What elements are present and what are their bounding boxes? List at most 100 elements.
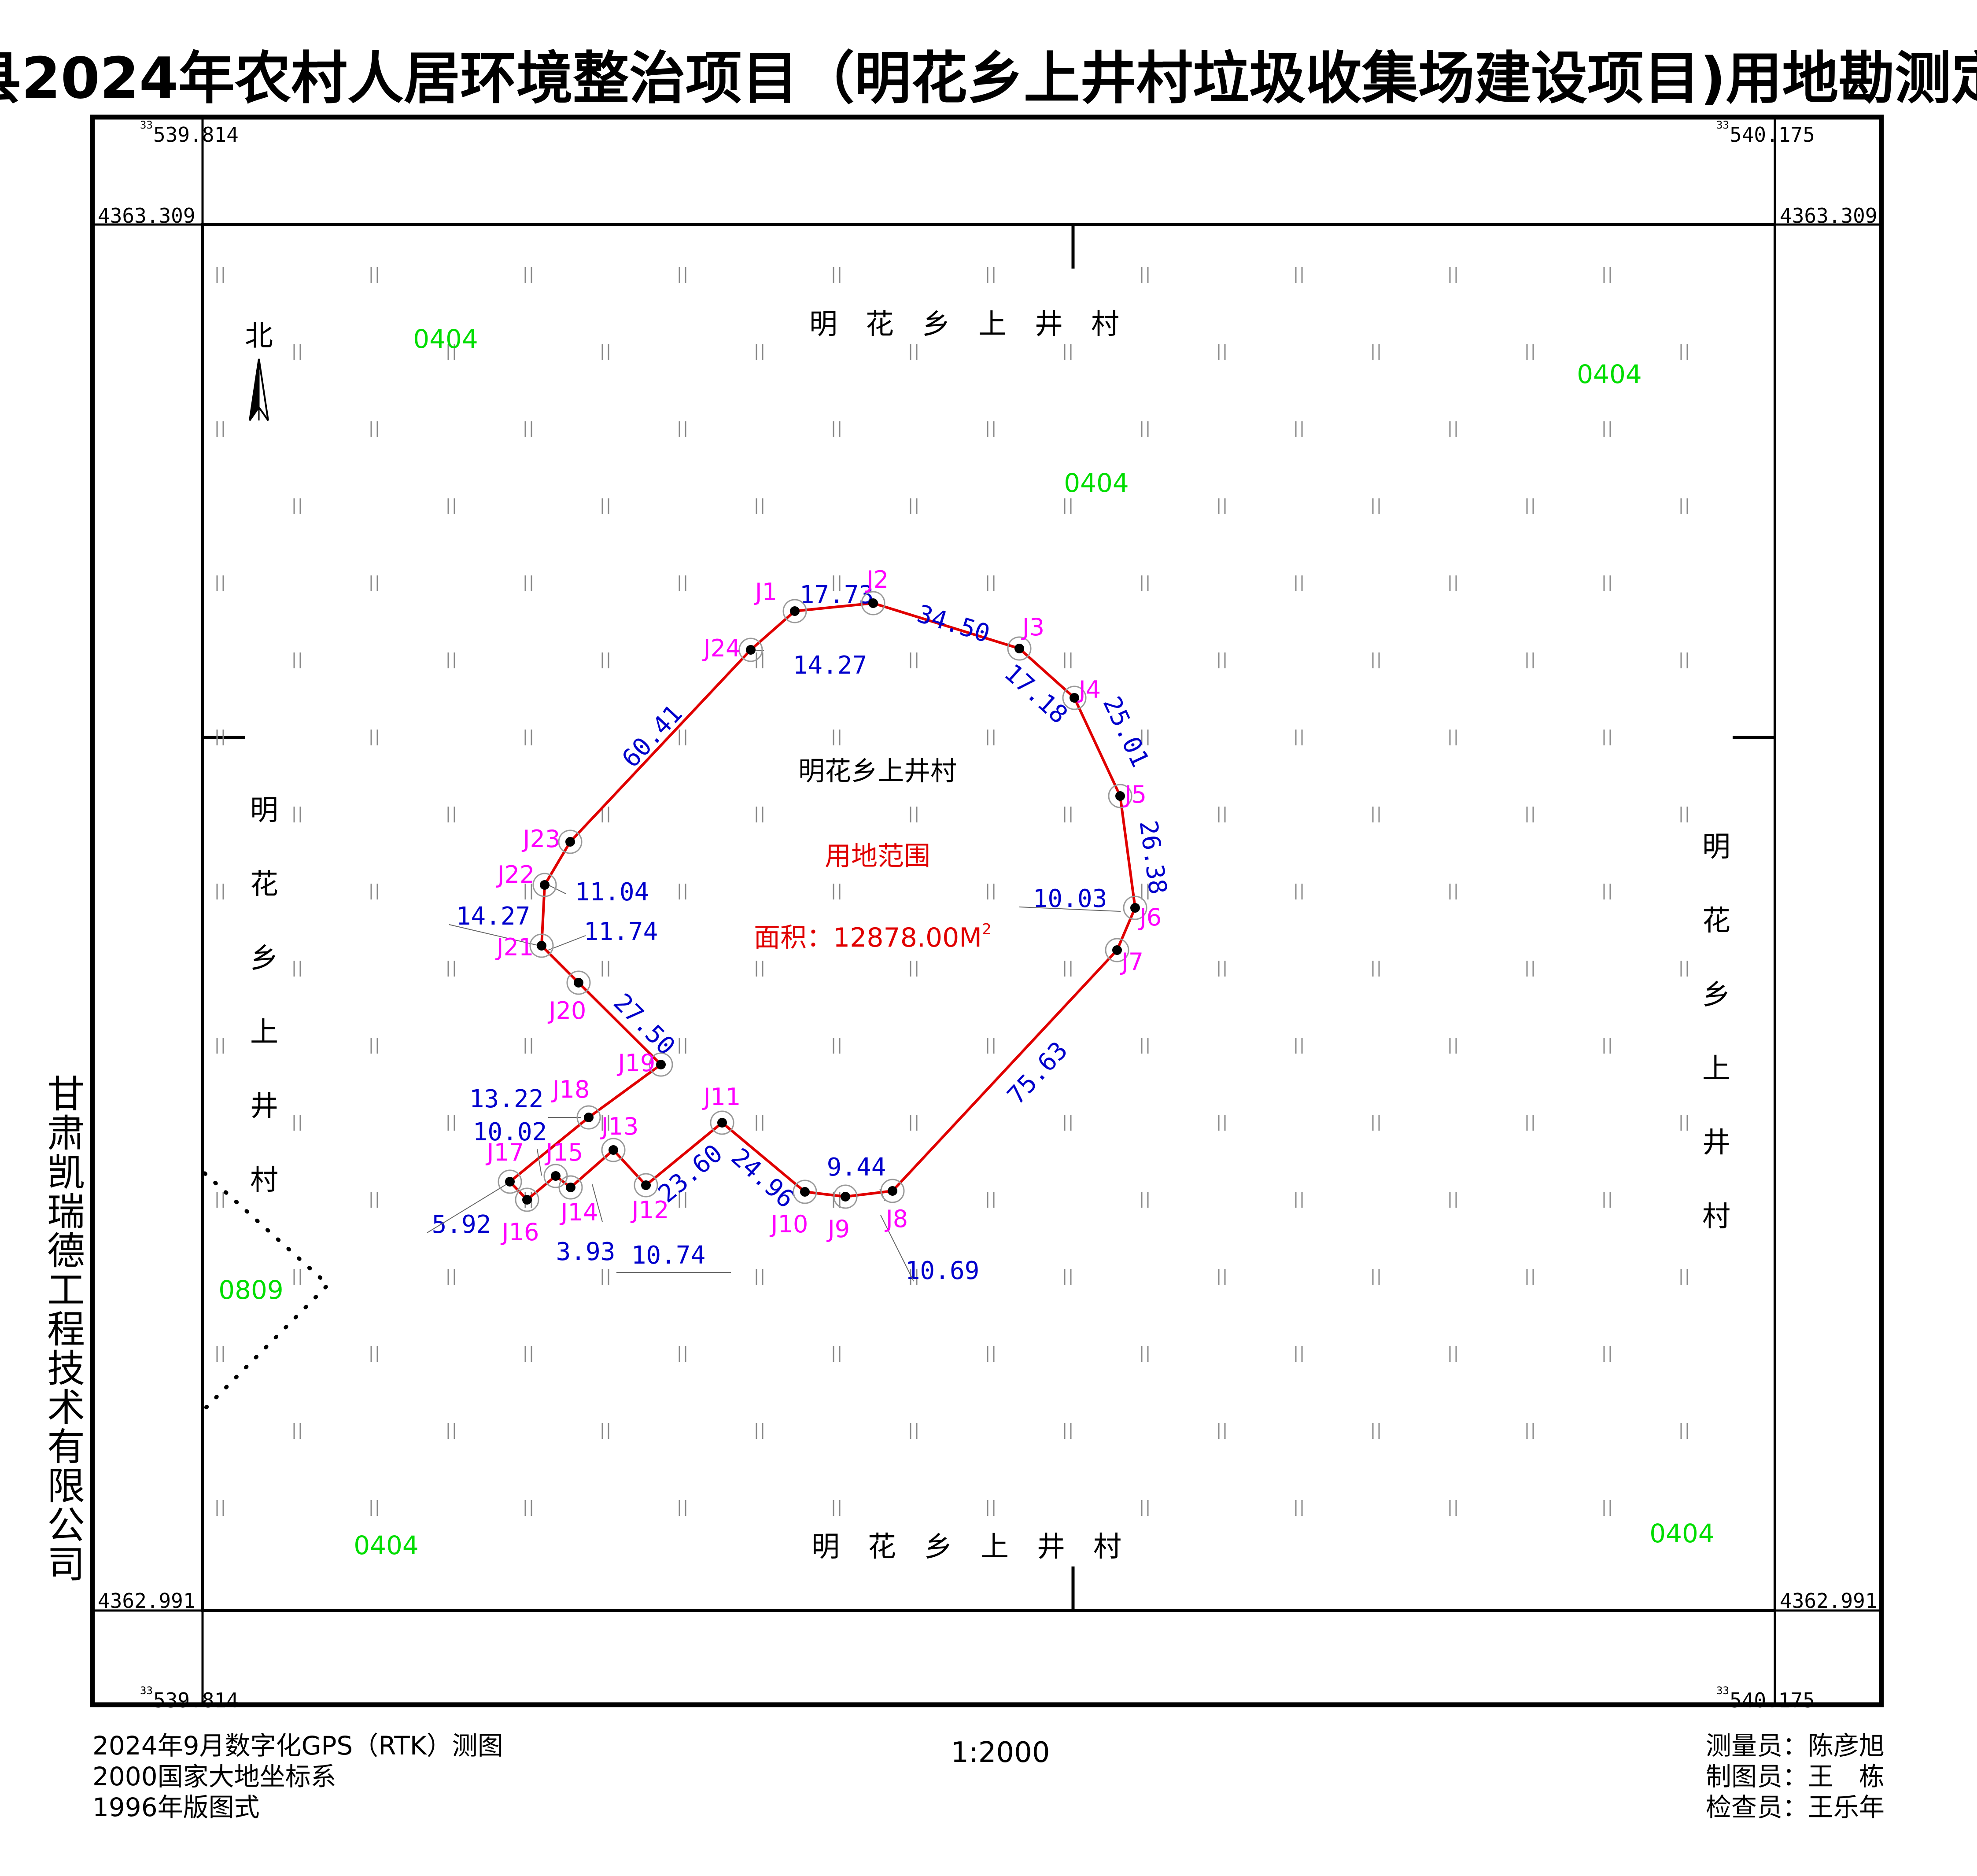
grassland-symbol	[601, 807, 609, 822]
boundary-point-j14: J14	[558, 1175, 598, 1226]
grassland-symbol	[447, 498, 455, 514]
grassland-symbol	[1449, 1038, 1457, 1054]
edge-length-label: 14.27	[793, 651, 867, 680]
boundary-point-j20: J20	[548, 970, 591, 1025]
grassland-symbol	[910, 1115, 918, 1131]
edge-length-label: 60.41	[616, 700, 688, 774]
edge-length-label: 11.04	[575, 878, 649, 907]
grassland-symbol	[756, 498, 764, 514]
grassland-symbol	[1141, 267, 1149, 283]
point-label: J13	[600, 1113, 639, 1140]
grassland-symbol	[1526, 1269, 1534, 1285]
grassland-symbol	[1218, 1269, 1226, 1285]
grassland-symbol	[1064, 1269, 1072, 1285]
point-label: J14	[560, 1198, 598, 1226]
grassland-symbol	[447, 1115, 455, 1131]
neighbor-boundary-dotted	[203, 1171, 331, 1411]
grassland-symbol	[1526, 1423, 1534, 1439]
company-name-char: 甘	[47, 1073, 85, 1117]
grassland-symbol	[987, 1346, 995, 1362]
parcel-name: 明花乡上井村	[798, 756, 957, 787]
coord-top-right-y: 4363.309	[1780, 204, 1877, 228]
edge-length-label: 17.73	[800, 581, 874, 609]
left-neighbor-label: 明 花 乡 上 井 村	[250, 794, 278, 1197]
grassland-symbol	[910, 1423, 918, 1439]
point-label: J22	[496, 861, 535, 888]
grassland-symbol	[370, 730, 378, 745]
grassland-symbol	[756, 1269, 764, 1285]
company-name-char: 凯	[47, 1151, 85, 1195]
grassland-symbol	[293, 1423, 301, 1439]
grassland-symbol	[601, 1423, 609, 1439]
edge-length-label: 34.50	[914, 600, 993, 649]
grassland-symbol	[601, 1115, 609, 1131]
boundary-point-j6: J6	[1123, 896, 1162, 931]
edge-length-label: 11.74	[584, 918, 658, 946]
company-name-char: 技	[47, 1347, 85, 1391]
grassland-symbol	[910, 344, 918, 360]
company-name-char: 有	[47, 1425, 85, 1469]
boundary-point-j21: J21	[495, 933, 554, 961]
coord-bottom-left-y: 4362.991	[98, 1589, 195, 1613]
grassland-symbol	[1064, 961, 1072, 977]
grassland-symbol	[679, 575, 686, 591]
coord-bottom-left-x-prefix: 33	[140, 1684, 153, 1697]
coord-bottom-right-x-prefix: 33	[1716, 1684, 1729, 1697]
grassland-symbol	[679, 730, 686, 745]
grassland-symbol	[370, 575, 378, 591]
grassland-symbol	[756, 961, 764, 977]
point-label: J8	[885, 1205, 908, 1233]
grassland-symbol	[1603, 730, 1611, 745]
grassland-symbol	[1218, 1115, 1226, 1131]
grassland-symbol	[679, 421, 686, 437]
land-code: 0404	[413, 324, 478, 354]
grassland-symbol	[1526, 652, 1534, 668]
grassland-symbol	[987, 1192, 995, 1208]
grassland-symbol	[1218, 498, 1226, 514]
boundary-point-j22: J22	[496, 861, 557, 897]
edge-length-label: 5.92	[432, 1210, 491, 1239]
grassland-symbol	[216, 1500, 224, 1516]
boundary-point-j4: J4	[1062, 676, 1101, 710]
coord-top-left-x-prefix: 33	[140, 119, 153, 131]
grassland-symbol	[293, 961, 301, 977]
grassland-symbol	[1680, 344, 1688, 360]
grassland-symbol	[1372, 652, 1380, 668]
boundary-point-j23: J23	[522, 825, 583, 854]
grassland-symbol	[679, 1192, 686, 1208]
company-name-char: 瑞	[47, 1190, 85, 1234]
grassland-symbol	[447, 344, 455, 360]
coord-bottom-left-x: 539.814	[153, 1688, 239, 1712]
right-label-char: 井	[1702, 1127, 1730, 1159]
grassland-symbol	[216, 421, 224, 437]
grassland-symbol	[293, 498, 301, 514]
grassland-symbol	[1449, 884, 1457, 899]
right-label-char: 花	[1702, 905, 1730, 937]
boundary-point-j16: J16	[501, 1187, 539, 1246]
company-name-char: 司	[47, 1543, 85, 1587]
boundary-point-j7: J7	[1105, 938, 1143, 976]
point-label: J24	[702, 634, 741, 662]
edge-length-label: 10.69	[905, 1257, 980, 1285]
grassland-symbol	[293, 1269, 301, 1285]
point-label: J6	[1138, 903, 1162, 931]
grassland-symbol	[1603, 575, 1611, 591]
grassland-symbol	[1218, 961, 1226, 977]
grassland-symbol	[216, 1038, 224, 1054]
company-name-char: 程	[47, 1308, 85, 1352]
grassland-symbol	[293, 1115, 301, 1131]
grassland-symbol	[833, 884, 841, 899]
boundary-point-j1: J1	[754, 578, 807, 623]
boundary-point-j13: J13	[600, 1113, 639, 1162]
coord-top-right-x: 540.175	[1730, 123, 1815, 147]
grassland-symbol	[1141, 1038, 1149, 1054]
grassland-symbol	[833, 730, 841, 745]
bottom-neighbor-label: 明 花 乡 上 井 村	[811, 1531, 1121, 1563]
edge-length-label: 13.22	[469, 1085, 544, 1113]
left-label-char: 乡	[250, 942, 278, 975]
edge-length-label: 10.02	[473, 1118, 547, 1146]
grassland-symbol	[1526, 344, 1534, 360]
grassland-symbol	[1218, 344, 1226, 360]
grassland-symbol	[293, 652, 301, 668]
footer-coordinate-system: 2000国家大地坐标系	[92, 1762, 336, 1791]
